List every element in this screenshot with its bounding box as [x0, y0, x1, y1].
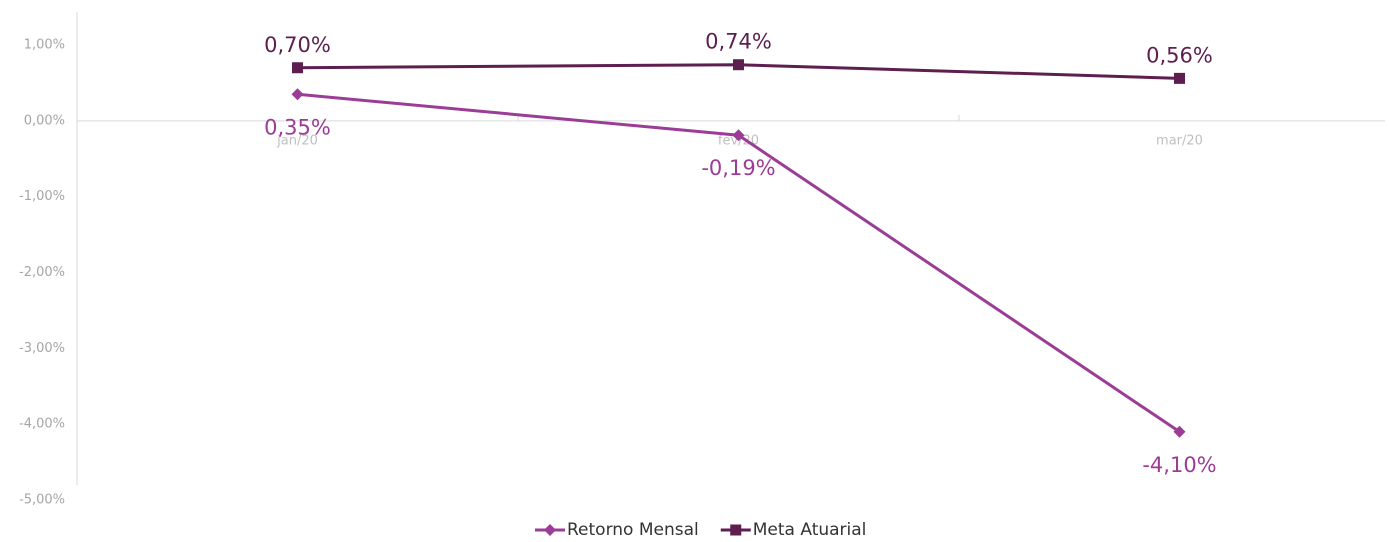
y-tick-label: -4,00% — [19, 417, 65, 432]
y-tick-label: -1,00% — [19, 189, 65, 204]
data-label: -4,10% — [1142, 453, 1216, 477]
x-tick-label: mar/20 — [1156, 133, 1203, 148]
legend-label: Meta Atuarial — [753, 520, 867, 540]
x-tick-label: jan/20 — [276, 133, 318, 148]
data-label: -0,19% — [701, 156, 775, 180]
marker — [733, 59, 744, 71]
y-tick-label: -2,00% — [19, 265, 65, 280]
y-tick-label: 1,00% — [24, 38, 65, 53]
marker — [730, 524, 742, 536]
data-label: 0,35% — [264, 115, 331, 139]
data-label: 0,70% — [264, 33, 331, 57]
data-label: 0,56% — [1146, 43, 1213, 67]
marker — [732, 129, 745, 142]
y-tick-label: -3,00% — [19, 341, 65, 356]
legend-label: Retorno Mensal — [567, 520, 699, 540]
marker — [292, 62, 303, 74]
marker — [544, 524, 556, 536]
data-label: 0,74% — [705, 30, 772, 54]
y-tick-label: -5,00% — [19, 493, 65, 508]
marker — [1173, 425, 1186, 438]
marker — [1174, 72, 1185, 84]
y-tick-label: 0,00% — [24, 113, 65, 128]
marker — [291, 88, 304, 101]
